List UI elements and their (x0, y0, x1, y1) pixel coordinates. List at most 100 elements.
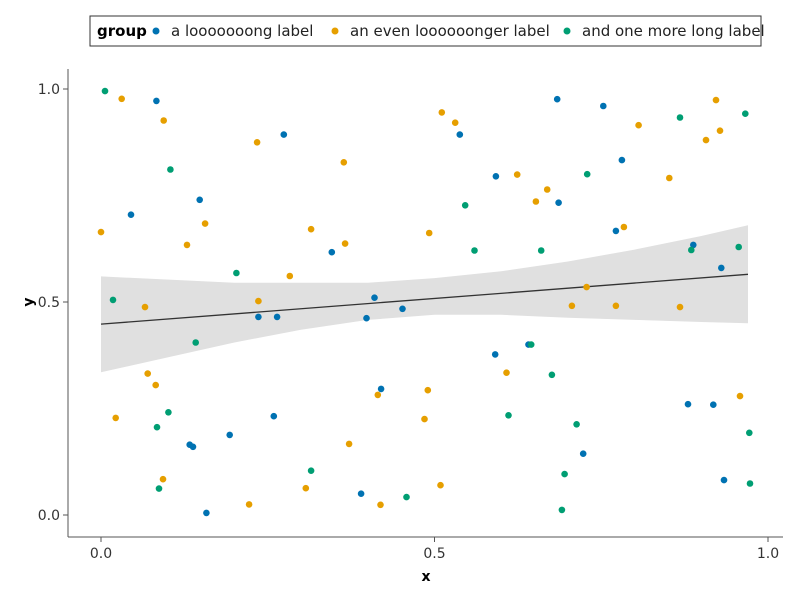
data-point-s1-15 (307, 225, 315, 233)
data-point-s2-4 (165, 409, 172, 416)
data-point-s0-17 (456, 131, 464, 138)
data-point-s1-0 (97, 228, 105, 236)
legend-title: group (97, 22, 147, 40)
data-point-s1-37 (676, 303, 684, 311)
data-point-s1-6 (159, 475, 167, 483)
data-point-s2-20 (676, 114, 684, 121)
data-point-s0-25 (612, 227, 620, 235)
x-tick-label-0: 0.0 (90, 546, 112, 562)
data-point-s2-24 (746, 429, 753, 437)
legend-box (89, 15, 762, 47)
data-point-s1-32 (583, 283, 590, 291)
data-point-s1-41 (736, 392, 744, 400)
data-point-s2-13 (527, 341, 535, 348)
data-point-s0-21 (553, 95, 561, 103)
data-point-s1-36 (666, 174, 673, 182)
data-point-s1-18 (345, 440, 353, 448)
data-point-s0-6 (226, 431, 233, 439)
data-point-s0-26 (618, 156, 626, 164)
data-point-s2-10 (461, 202, 469, 209)
data-point-s0-11 (328, 248, 336, 256)
data-point-s1-39 (712, 96, 720, 104)
data-point-s2-7 (233, 269, 240, 277)
data-point-s0-28 (690, 241, 697, 249)
legend-marker-0 (152, 27, 160, 35)
data-point-s0-0 (127, 211, 135, 218)
data-point-s1-34 (620, 223, 628, 231)
legend: group a looooooong label an even loooooon… (89, 15, 765, 47)
data-point-s0-15 (377, 385, 385, 393)
data-point-s0-16 (399, 305, 406, 313)
data-point-s2-6 (192, 339, 199, 346)
legend-label-2: and one more long label (582, 22, 765, 40)
data-point-s1-1 (112, 414, 119, 422)
data-point-s0-22 (555, 199, 562, 206)
data-point-s1-12 (255, 297, 262, 305)
data-point-s0-19 (492, 173, 500, 180)
data-point-s2-25 (746, 480, 754, 487)
legend-marker-2 (563, 27, 571, 35)
data-point-s1-19 (374, 391, 382, 399)
data-point-s1-3 (141, 303, 149, 311)
data-point-s0-31 (720, 476, 728, 484)
y-tick-label-2: 1.0 (38, 82, 60, 98)
data-point-s1-9 (201, 220, 209, 227)
y-tick-label-0: 0.0 (38, 508, 60, 524)
data-point-s1-27 (503, 369, 510, 377)
data-point-s0-7 (255, 313, 262, 321)
x-axis-title: x (421, 569, 430, 585)
data-point-s0-13 (363, 314, 370, 322)
data-point-s2-17 (561, 470, 568, 478)
data-point-s1-11 (253, 139, 261, 146)
data-point-s2-21 (688, 246, 695, 254)
data-point-s2-14 (537, 247, 545, 254)
data-point-s1-33 (612, 302, 620, 310)
data-point-s1-13 (286, 272, 294, 280)
y-axis-title: y (21, 297, 37, 306)
data-point-s2-0 (101, 87, 109, 95)
axes: 0.0 0.5 1.0 0.0 0.5 1.0 x y (21, 69, 783, 585)
x-ticks: 0.0 0.5 1.0 (90, 537, 779, 562)
data-point-s1-14 (302, 484, 310, 492)
data-point-s2-16 (558, 506, 566, 514)
data-point-s2-9 (403, 493, 410, 501)
data-point-s1-22 (424, 386, 432, 394)
data-point-s0-14 (371, 294, 378, 302)
data-point-s1-21 (421, 415, 428, 423)
data-point-s1-20 (377, 501, 384, 509)
data-point-s2-12 (505, 412, 512, 419)
data-point-s2-22 (735, 243, 742, 251)
trend-line (100, 273, 749, 325)
data-point-s0-12 (357, 490, 365, 498)
data-point-s1-7 (160, 117, 167, 124)
data-point-s1-40 (716, 127, 724, 134)
data-point-s1-38 (702, 136, 710, 144)
data-point-s1-4 (144, 370, 151, 377)
data-point-s1-26 (451, 119, 459, 126)
data-point-s2-1 (109, 296, 117, 304)
data-point-s2-18 (573, 421, 580, 428)
data-point-s0-10 (280, 131, 288, 138)
y-tick-label-1: 0.5 (38, 295, 60, 311)
data-point-s1-5 (152, 381, 159, 389)
data-point-s0-18 (491, 351, 499, 358)
data-points (97, 87, 754, 517)
data-point-s2-5 (167, 166, 174, 173)
data-point-s1-24 (437, 481, 444, 489)
data-point-s2-11 (471, 247, 478, 254)
data-point-s2-19 (583, 170, 591, 178)
data-point-s0-1 (153, 97, 160, 105)
data-point-s1-17 (341, 240, 349, 247)
data-point-s2-15 (548, 371, 556, 379)
data-point-s0-5 (203, 509, 210, 517)
data-point-s0-8 (270, 412, 278, 420)
x-tick-label-1: 0.5 (423, 546, 445, 562)
data-point-s1-30 (543, 186, 551, 193)
data-point-s0-9 (273, 313, 281, 321)
data-point-s2-3 (155, 485, 163, 492)
data-point-s1-8 (183, 241, 191, 249)
data-point-s1-35 (635, 121, 642, 129)
data-point-s0-24 (600, 102, 607, 110)
plot-area (97, 87, 754, 517)
data-point-s1-31 (568, 302, 576, 310)
